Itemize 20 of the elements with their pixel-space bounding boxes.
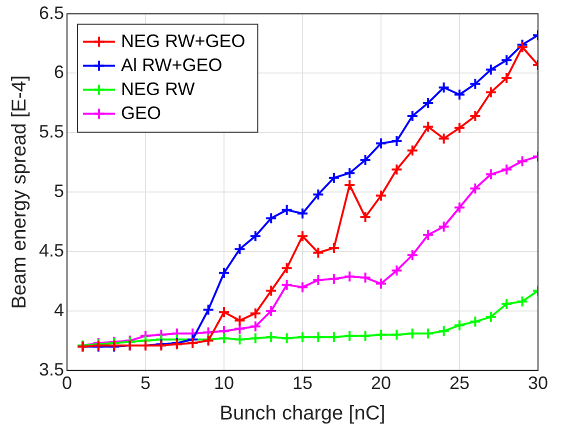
- x-tick-label: 30: [528, 373, 548, 394]
- x-tick-label: 0: [62, 373, 72, 394]
- y-axis-title: Beam energy spread [E-4]: [8, 75, 31, 309]
- y-tick-label: 5: [54, 181, 64, 202]
- x-tick-label: 25: [449, 373, 470, 394]
- x-tick-label: 10: [214, 373, 234, 394]
- legend-label: GEO: [121, 102, 162, 123]
- y-tick-label: 6.5: [38, 2, 64, 23]
- x-tick-label: 20: [370, 373, 392, 394]
- y-tick-label: 3.5: [38, 359, 64, 380]
- legend-label: NEG RW+GEO: [121, 30, 246, 51]
- y-tick-label: 6: [54, 62, 64, 82]
- legend-label: NEG RW: [121, 78, 195, 99]
- x-tick-label: 5: [140, 373, 151, 394]
- y-tick-label: 4.5: [38, 240, 64, 260]
- y-tick-label: 4: [54, 300, 64, 320]
- y-tick-label: 5.5: [38, 122, 64, 142]
- legend-label: Al RW+GEO: [121, 54, 222, 75]
- x-tick-label: 15: [292, 373, 313, 394]
- x-axis-title: Bunch charge [nC]: [220, 402, 386, 425]
